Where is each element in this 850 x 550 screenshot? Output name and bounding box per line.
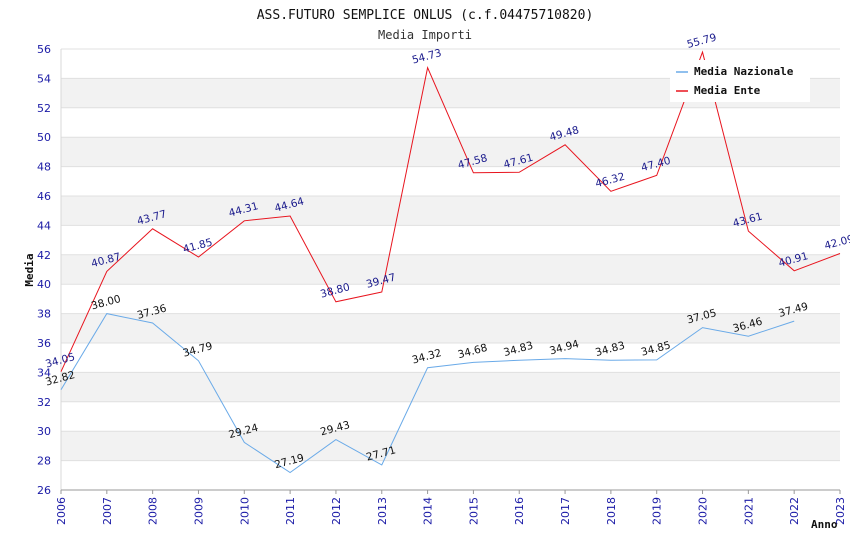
x-tick-label: 2023 bbox=[834, 497, 847, 525]
y-tick-label: 46 bbox=[37, 190, 51, 203]
chart-subtitle: Media Importi bbox=[378, 28, 472, 42]
y-tick-label: 50 bbox=[37, 131, 51, 144]
x-tick-label: 2006 bbox=[55, 497, 68, 525]
y-tick-label: 40 bbox=[37, 278, 51, 291]
grid-band bbox=[61, 313, 840, 343]
grid-band bbox=[61, 431, 840, 461]
grid-band bbox=[61, 166, 840, 196]
x-tick-label: 2012 bbox=[330, 497, 343, 525]
y-tick-label: 56 bbox=[37, 43, 51, 56]
chart-title: ASS.FUTURO SEMPLICE ONLUS (c.f.044757108… bbox=[257, 8, 594, 23]
y-tick-label: 52 bbox=[37, 102, 51, 115]
y-tick-label: 34 bbox=[37, 366, 51, 379]
grid-band bbox=[61, 225, 840, 255]
x-tick-label: 2019 bbox=[651, 497, 664, 525]
data-label-media-ente: 55.79 bbox=[686, 32, 718, 51]
grid-band bbox=[61, 284, 840, 314]
x-tick-label: 2022 bbox=[788, 497, 801, 525]
legend: Media Nazionale Media Ente bbox=[670, 60, 810, 102]
y-tick-label: 38 bbox=[37, 308, 51, 321]
y-tick-label: 42 bbox=[37, 249, 51, 262]
y-axis-ticks: 26 28 30 32 34 36 38 40 42 44 46 48 50 52 54 56 bbox=[37, 43, 51, 497]
legend-box bbox=[670, 60, 810, 102]
series-line-media-nazionale bbox=[60, 313, 795, 474]
x-tick-label: 2021 bbox=[742, 497, 755, 525]
y-axis-label: Media bbox=[23, 253, 36, 286]
x-tick-label: 2017 bbox=[559, 497, 572, 525]
grid-band bbox=[61, 137, 840, 167]
y-tick-label: 30 bbox=[37, 425, 51, 438]
y-tick-label: 26 bbox=[37, 484, 51, 497]
grid-band bbox=[61, 196, 840, 226]
y-tick-label: 32 bbox=[37, 396, 51, 409]
x-tick-label: 2010 bbox=[238, 497, 251, 525]
x-tick-label: 2013 bbox=[376, 497, 389, 525]
x-axis-label: Anno bbox=[811, 518, 838, 531]
y-tick-label: 36 bbox=[37, 337, 51, 350]
x-tick-label: 2011 bbox=[284, 497, 297, 525]
grid-band bbox=[61, 460, 840, 490]
y-tick-label: 48 bbox=[37, 161, 51, 174]
grid-band bbox=[61, 254, 840, 285]
grid-bands bbox=[60, 48, 840, 491]
grid-band bbox=[61, 372, 840, 402]
y-tick-label: 28 bbox=[37, 455, 51, 468]
grid-band bbox=[61, 343, 840, 373]
y-tick-label: 44 bbox=[37, 219, 51, 232]
y-tick-label: 54 bbox=[37, 72, 51, 85]
grid-band bbox=[61, 401, 840, 432]
x-tick-label: 2015 bbox=[467, 497, 480, 525]
x-tick-label: 2014 bbox=[422, 497, 435, 525]
x-axis-ticks: 2006 2007 2008 2009 2010 2011 2012 2013 2014 2015… bbox=[55, 490, 847, 525]
x-tick-label: 2018 bbox=[605, 497, 618, 525]
x-tick-label: 2007 bbox=[101, 497, 114, 525]
x-tick-label: 2008 bbox=[147, 497, 160, 525]
x-tick-label: 2016 bbox=[513, 497, 526, 525]
x-tick-label: 2009 bbox=[192, 497, 205, 525]
x-tick-label: 2020 bbox=[697, 497, 710, 525]
legend-label-media-ente: Media Ente bbox=[694, 84, 761, 97]
legend-label-media-nazionale: Media Nazionale bbox=[694, 65, 794, 78]
grid-band bbox=[61, 107, 840, 138]
